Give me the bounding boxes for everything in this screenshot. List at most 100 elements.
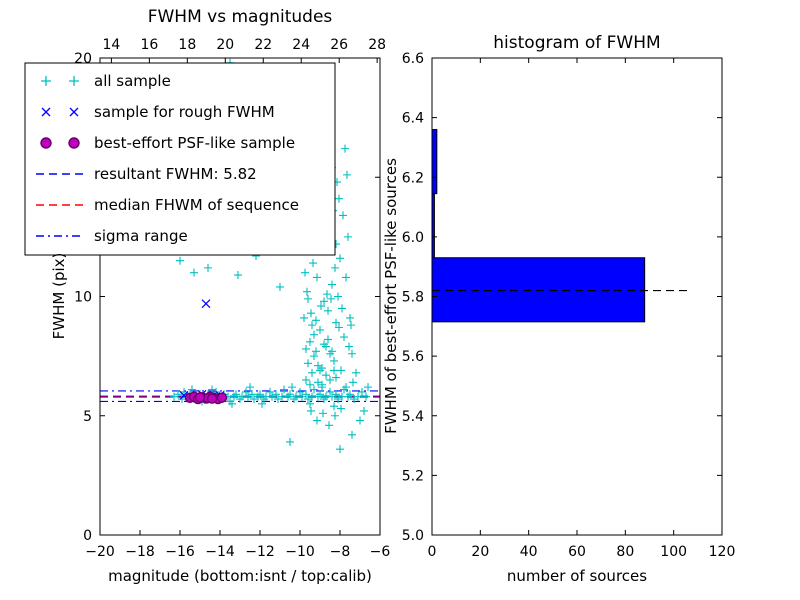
scatter-point-plus [347, 321, 355, 330]
legend-label: sample for rough FWHM [94, 103, 275, 121]
x-tick-label: −6 [370, 544, 391, 560]
legend-box [24, 62, 336, 256]
scatter-point-plus [320, 297, 328, 306]
scatter-point-circle [216, 392, 228, 403]
scatter-point-plus [360, 406, 368, 415]
scatter-point-plus [319, 409, 327, 418]
y-tick-label: 5 [83, 409, 92, 425]
scatter-point-plus [332, 373, 340, 382]
scatter-point-plus [335, 323, 343, 332]
scatter-point-plus [362, 392, 370, 401]
scatter-point-circle [194, 392, 206, 403]
scatter-point-plus [174, 390, 182, 399]
scatter-point-plus [317, 302, 325, 311]
y-tick-label: 10 [74, 290, 92, 306]
scatter-point-plus [308, 321, 316, 330]
scatter-point-plus [300, 313, 308, 322]
scatter-point-plus [348, 430, 356, 439]
x-tick-label: −20 [85, 544, 115, 560]
legend-marker-plus [69, 76, 79, 86]
scatter-point-plus [346, 390, 354, 399]
scatter-point-plus [246, 383, 254, 392]
scatter-point-plus [332, 390, 340, 399]
scatter-point-plus [331, 411, 339, 420]
scatter-point-plus [304, 359, 312, 368]
scatter-point-plus [340, 333, 348, 342]
y-tick-label: 6.0 [402, 230, 424, 246]
y-tick-label: 5.6 [402, 349, 424, 365]
scatter-point-plus [348, 349, 356, 358]
scatter-point-plus [248, 390, 256, 399]
top-tick-label: 28 [368, 37, 386, 53]
right-yaxis-label: FWHM of best-effort PSF-like sources [382, 158, 400, 434]
top-tick-label: 26 [330, 37, 348, 53]
scatter-point-plus [342, 383, 350, 392]
scatter-point-plus [330, 366, 338, 375]
scatter-point-plus [322, 371, 330, 380]
right-histogram-plot: 0 20 40 60 80 100 120 5.0 5.2 5.4 5.6 5.8 6.0 6.2 6.4 6… [402, 51, 736, 560]
scatter-point-plus [266, 387, 274, 396]
scatter-point-plus [344, 232, 352, 241]
top-tick-label: 24 [292, 37, 310, 53]
scatter-point-plus [323, 290, 331, 299]
scatter-point-plus [303, 287, 311, 296]
left-scatter-plot: −20 −18 −16 −14 −12 −10 −8 −6 14 16 18 20 22 24 26 28 0 5… [24, 37, 391, 560]
scatter-point-plus [338, 304, 346, 313]
x-tick-label: −14 [205, 544, 235, 560]
y-tick-label: 6.4 [402, 111, 424, 127]
scatter-point-plus [337, 404, 345, 413]
scatter-point-plus [354, 392, 362, 401]
legend-marker-x [69, 107, 79, 117]
scatter-point-plus [337, 366, 345, 375]
top-tick-label: 16 [140, 37, 158, 53]
x-tick-label: 80 [616, 544, 634, 560]
top-tick-label: 14 [102, 37, 120, 53]
legend-label: best-effort PSF-like sample [94, 134, 295, 152]
scatter-point-plus [314, 361, 322, 370]
scatter-point-plus [327, 294, 335, 303]
scatter-point-plus [296, 387, 304, 396]
y-tick-label: 5.4 [402, 409, 424, 425]
x-tick-label: 0 [428, 544, 437, 560]
scatter-point-plus [304, 294, 312, 303]
x-tick-label: −16 [165, 544, 195, 560]
scatter-point-plus [204, 263, 212, 272]
scatter-point-plus [339, 211, 347, 220]
scatter-point-plus [332, 318, 340, 327]
y-tick-label: 5.2 [402, 468, 424, 484]
scatter-point-plus [190, 268, 198, 277]
legend-marker-circle [40, 137, 52, 149]
scatter-point-plus [356, 416, 364, 425]
histogram-bar [431, 129, 438, 195]
x-tick-label: −8 [330, 544, 351, 560]
x-tick-label: 40 [520, 544, 538, 560]
legend-label: all sample [94, 72, 171, 90]
right-plot-title: histogram of FWHM [493, 33, 660, 53]
scatter-point-plus [302, 375, 310, 384]
scatter-point-plus [324, 335, 332, 344]
scatter-point-plus [309, 259, 317, 268]
x-tick-label: 100 [660, 544, 687, 560]
y-tick-label: 6.2 [402, 170, 424, 186]
legend-marker-x [41, 107, 51, 117]
scatter-point-plus [364, 383, 372, 392]
scatter-point-plus [352, 368, 360, 377]
histogram-bar [431, 257, 646, 323]
scatter-point-plus [330, 356, 338, 365]
legend-label: resultant FWHM: 5.82 [94, 165, 257, 183]
x-tick-label: 120 [709, 544, 736, 560]
legend-marker-plus [41, 76, 51, 86]
scatter-point-plus [301, 268, 309, 277]
scatter-point-plus [306, 380, 314, 389]
scatter-point-plus [307, 406, 315, 415]
scatter-point-plus [318, 383, 326, 392]
scatter-point-plus [325, 421, 333, 430]
scatter-point-plus [342, 273, 350, 282]
scatter-point-plus [307, 309, 315, 318]
legend-marker-circle [68, 137, 80, 149]
x-tick-label: −12 [245, 544, 275, 560]
scatter-point-plus [326, 387, 334, 396]
scatter-point-plus [326, 375, 334, 384]
y-tick-label: 5.0 [402, 528, 424, 544]
scatter-point-plus [308, 368, 316, 377]
